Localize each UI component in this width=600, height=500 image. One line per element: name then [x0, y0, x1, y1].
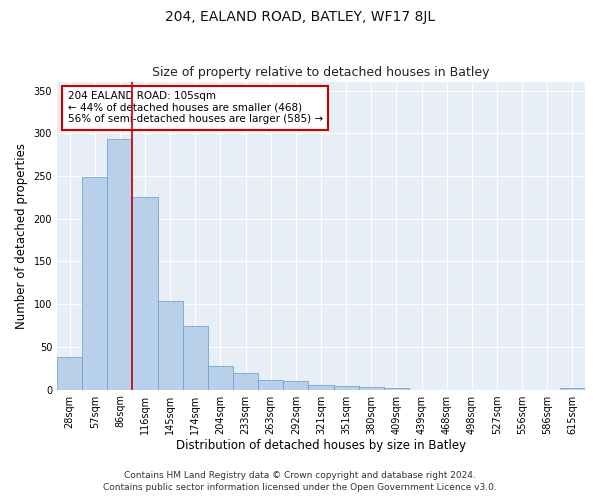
Bar — [308, 386, 334, 390]
Text: 204 EALAND ROAD: 105sqm
← 44% of detached houses are smaller (468)
56% of semi-d: 204 EALAND ROAD: 105sqm ← 44% of detache… — [68, 92, 323, 124]
Bar — [82, 177, 107, 390]
Bar — [334, 386, 359, 390]
Y-axis label: Number of detached properties: Number of detached properties — [15, 143, 28, 329]
Bar — [57, 357, 82, 390]
Bar — [359, 387, 384, 390]
Bar — [233, 374, 258, 390]
X-axis label: Distribution of detached houses by size in Batley: Distribution of detached houses by size … — [176, 440, 466, 452]
Text: Contains HM Land Registry data © Crown copyright and database right 2024.
Contai: Contains HM Land Registry data © Crown c… — [103, 471, 497, 492]
Bar — [258, 380, 283, 390]
Text: 204, EALAND ROAD, BATLEY, WF17 8JL: 204, EALAND ROAD, BATLEY, WF17 8JL — [165, 10, 435, 24]
Title: Size of property relative to detached houses in Batley: Size of property relative to detached ho… — [152, 66, 490, 80]
Bar — [158, 300, 183, 390]
Bar — [133, 198, 158, 390]
Bar — [107, 140, 133, 390]
Bar — [183, 326, 208, 390]
Bar — [208, 366, 233, 390]
Bar — [283, 381, 308, 390]
Bar — [560, 388, 585, 390]
Bar — [384, 388, 409, 390]
